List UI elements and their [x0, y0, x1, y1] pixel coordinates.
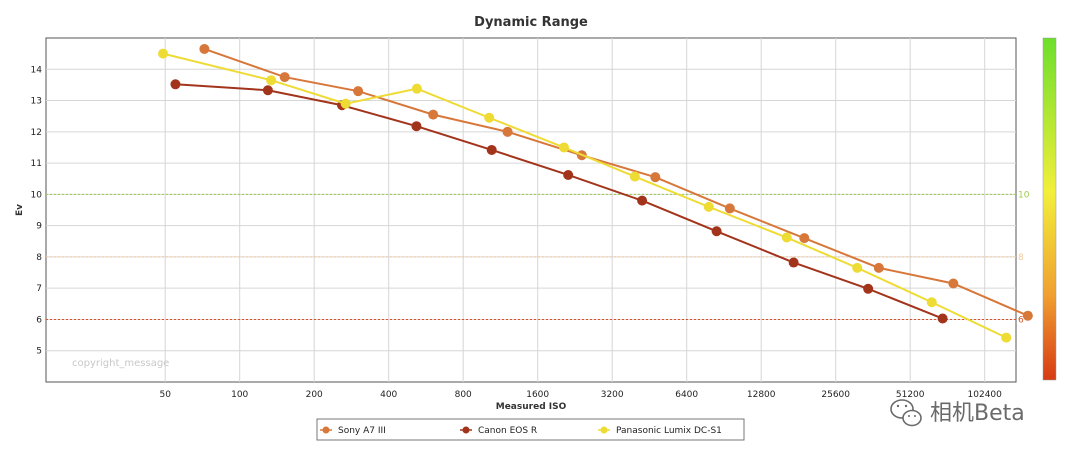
x-tick-label: 100: [231, 390, 248, 400]
data-point: [711, 226, 722, 237]
data-point: [411, 83, 422, 94]
data-point: [266, 75, 277, 86]
data-point: [637, 195, 648, 206]
x-tick-label: 25600: [821, 390, 850, 400]
y-tick-label: 9: [36, 222, 42, 232]
copyright-text: copyright_message: [72, 358, 169, 369]
data-point: [428, 109, 439, 120]
data-point: [926, 297, 937, 308]
reference-lines: 10 8 6: [46, 190, 1030, 325]
data-point: [199, 43, 210, 54]
data-point: [937, 313, 948, 324]
legend-label: Panasonic Lumix DC-S1: [616, 426, 722, 436]
y-tick-label: 10: [31, 190, 43, 200]
data-point: [279, 72, 290, 83]
data-point: [1022, 310, 1033, 321]
data-point: [411, 121, 422, 132]
watermark: 相机Beta: [890, 399, 1025, 427]
data-point: [781, 232, 792, 243]
data-point: [558, 142, 569, 153]
y-tick-label: 11: [31, 159, 42, 169]
x-tick-label: 800: [455, 390, 472, 400]
data-point: [650, 172, 661, 183]
data-point: [1001, 332, 1012, 343]
data-point: [799, 233, 810, 244]
data-point: [262, 85, 273, 96]
y-tick-label: 8: [36, 253, 42, 263]
y-tick-label: 13: [31, 97, 42, 107]
data-point: [158, 48, 169, 59]
data-point: [703, 201, 714, 212]
legend-swatch: [600, 426, 608, 434]
legend-box: [316, 418, 745, 441]
reference-line-label: 8: [1018, 253, 1024, 263]
data-point: [788, 257, 799, 268]
y-axis-ticks: 5 6 7 8 9 10 11 12 13 14: [31, 65, 43, 356]
wechat-icon: [890, 399, 922, 427]
data-point: [863, 283, 874, 294]
data-point: [353, 86, 364, 97]
chart-title: Dynamic Range: [474, 15, 588, 30]
series-line: [204, 48, 1029, 317]
data-point: [852, 262, 863, 273]
x-tick-label: 6400: [675, 390, 698, 400]
x-tick-label: 3200: [601, 390, 624, 400]
legend-label: Canon EOS R: [478, 426, 537, 436]
x-tick-label: 400: [380, 390, 397, 400]
y-tick-label: 14: [31, 65, 43, 75]
legend: Sony A7 III Canon EOS R Panasonic Lumix DC…: [316, 418, 745, 441]
y-axis-title: Ev: [15, 204, 25, 216]
data-point: [629, 171, 640, 182]
data-point: [502, 126, 513, 137]
x-tick-label: 200: [306, 390, 323, 400]
reference-line-label: 10: [1018, 190, 1030, 200]
data-point: [563, 169, 574, 180]
series-line: [162, 52, 1007, 339]
data-point: [486, 144, 497, 155]
x-tick-label: 1600: [526, 390, 549, 400]
legend-swatch: [322, 426, 330, 434]
x-tick-label: 51200: [896, 390, 925, 400]
watermark-text: 相机Beta: [930, 401, 1025, 426]
y-tick-label: 7: [36, 284, 42, 294]
x-axis-ticks: 50 100 200 400 800 1600 3200 6400 12800 25600 5120…: [159, 390, 1002, 400]
x-tick-label: 102400: [968, 390, 1003, 400]
data-point: [873, 262, 884, 273]
data-point: [170, 79, 181, 90]
data-point: [484, 112, 495, 123]
y-tick-label: 6: [36, 315, 42, 325]
x-axis-title: Measured ISO: [496, 402, 567, 412]
legend-swatch: [462, 426, 470, 434]
reference-line-label: 6: [1018, 315, 1024, 325]
series-layer: [158, 43, 1033, 343]
data-point: [724, 203, 735, 214]
data-point: [340, 98, 351, 109]
legend-label: Sony A7 III: [338, 426, 386, 436]
x-tick-label: 12800: [747, 390, 776, 400]
y-tick-label: 12: [31, 128, 42, 138]
data-point: [948, 278, 959, 289]
colorbar: [1042, 37, 1057, 381]
y-tick-label: 5: [36, 347, 42, 357]
x-tick-label: 50: [159, 390, 171, 400]
plot-area: [45, 37, 1017, 383]
